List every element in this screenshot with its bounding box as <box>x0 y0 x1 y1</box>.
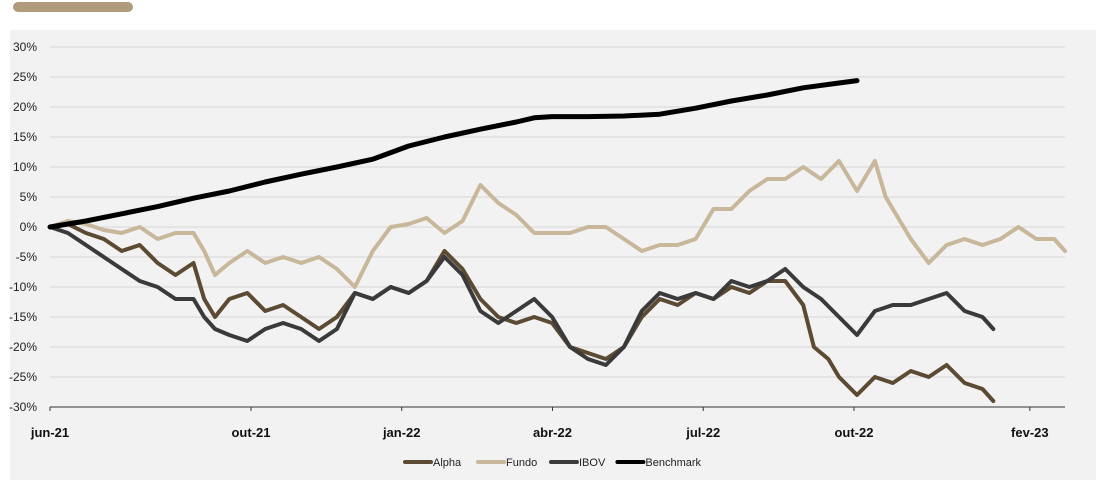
y-tick-label: -25% <box>9 370 37 384</box>
legend-label-ibov: IBOV <box>579 457 606 469</box>
x-axis-ticks: jun-21 out-21 jan-22 abr-22 jul-22 out-22 fev-… <box>30 407 1049 440</box>
y-tick-label: 20% <box>13 100 37 114</box>
y-axis-ticks: 30% 25% 20% 15% 10% 5% 0% -5% -10% -15% -20% -25% -3… <box>9 40 37 414</box>
legend-label-alpha: Alpha <box>433 457 462 469</box>
y-tick-label: -10% <box>9 280 37 294</box>
chart-panel <box>10 30 1096 480</box>
legend-label-benchmark: Benchmark <box>645 457 701 469</box>
series-line-fundo <box>48 159 1067 289</box>
header-accent-bar <box>13 2 133 12</box>
legend: Alpha Fundo IBOV Benchmark <box>403 457 702 469</box>
x-tick-label: abr-22 <box>533 425 572 440</box>
series-line-alpha <box>48 222 996 403</box>
gridlines <box>50 46 1065 408</box>
y-tick-label: 25% <box>13 70 37 84</box>
y-tick-label: -5% <box>16 250 38 264</box>
series-line-ibov <box>48 225 996 367</box>
y-tick-label: -15% <box>9 310 37 324</box>
legend-label-fundo: Fundo <box>506 457 537 469</box>
x-tick-label: fev-23 <box>1011 425 1049 440</box>
x-tick-label: out-22 <box>834 425 873 440</box>
y-tick-label: -30% <box>9 400 37 414</box>
series-lines <box>47 78 1067 403</box>
y-tick-label: 10% <box>13 160 37 174</box>
x-tick-label: jun-21 <box>30 425 69 440</box>
y-tick-label: 5% <box>20 190 38 204</box>
y-tick-label: 0% <box>20 220 38 234</box>
y-tick-label: -20% <box>9 340 37 354</box>
x-tick-label: jan-22 <box>382 425 421 440</box>
x-tick-label: out-21 <box>231 425 270 440</box>
y-tick-label: 30% <box>13 40 37 54</box>
x-tick-label: jul-22 <box>685 425 720 440</box>
series-line-benchmark <box>47 78 860 230</box>
y-tick-label: 15% <box>13 130 37 144</box>
